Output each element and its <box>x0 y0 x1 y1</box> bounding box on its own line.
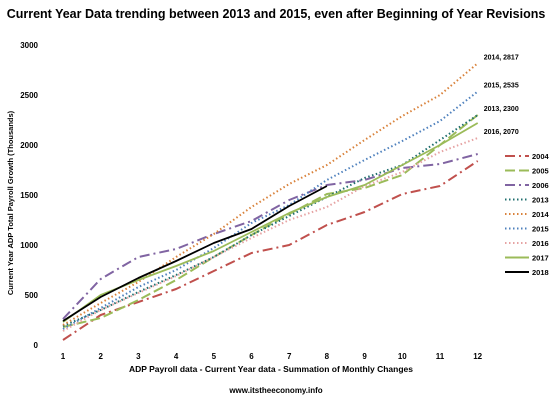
series-line-2018 <box>62 185 328 322</box>
legend-label: 2013 <box>532 196 549 205</box>
series-lines <box>62 62 479 341</box>
x-tick-label: 9 <box>362 352 367 361</box>
legend-label: 2015 <box>532 225 549 234</box>
x-tick-label: 1 <box>61 352 66 361</box>
series-line-2015 <box>62 90 479 330</box>
data-label: 2016, 2070 <box>484 129 519 136</box>
legend-label: 2016 <box>532 239 549 248</box>
x-tick-label: 10 <box>398 352 407 361</box>
x-tick-label: 6 <box>249 352 254 361</box>
y-axis-label: Current Year ADP Total Payroll Growth (T… <box>6 110 15 295</box>
x-tick-label: 3 <box>136 352 141 361</box>
legend-label: 2014 <box>532 210 550 219</box>
legend-label: 2005 <box>532 167 549 176</box>
series-line-2017 <box>62 122 479 323</box>
x-tick-label: 11 <box>436 352 445 361</box>
series-line-2016 <box>62 137 479 332</box>
y-tick-label: 2000 <box>20 141 38 150</box>
data-label: 2014, 2817 <box>484 54 519 61</box>
legend-label: 2017 <box>532 254 549 263</box>
x-tick-label: 7 <box>287 352 292 361</box>
y-tick-label: 2500 <box>20 91 38 100</box>
source-label: www.itstheeconomy.info <box>228 386 322 395</box>
chart-title: Current Year Data trending between 2013 … <box>7 7 546 21</box>
legend-label: 2004 <box>532 152 550 161</box>
y-tick-label: 1000 <box>20 241 38 250</box>
legend: 2004 2005 2006 2013 2014 2015 2016 2017 2018 <box>505 152 550 277</box>
y-tick-label: 1500 <box>20 191 38 200</box>
data-label: 2013, 2300 <box>484 106 519 113</box>
series-line-2004 <box>62 160 479 341</box>
y-tick-label: 0 <box>34 341 39 350</box>
y-tick-label: 3000 <box>20 41 38 50</box>
series-line-2005 <box>62 114 479 328</box>
x-tick-label: 5 <box>212 352 217 361</box>
legend-label: 2006 <box>532 181 549 190</box>
legend-label: 2018 <box>532 268 549 277</box>
series-line-2014 <box>62 62 479 326</box>
y-tick-label: 500 <box>25 291 39 300</box>
x-tick-label: 4 <box>174 352 179 361</box>
annotations: 2014, 2817 2015, 2535 2013, 2300 2016, 2070 <box>484 54 519 136</box>
series-line-2013 <box>62 114 479 327</box>
x-tick-label: 8 <box>325 352 330 361</box>
x-tick-label: 2 <box>98 352 103 361</box>
data-label: 2015, 2535 <box>484 83 519 90</box>
series-line-2006 <box>62 153 478 320</box>
x-tick-label: 12 <box>473 352 482 361</box>
x-axis-label: ADP Payroll data - Current Year data - S… <box>129 364 413 374</box>
